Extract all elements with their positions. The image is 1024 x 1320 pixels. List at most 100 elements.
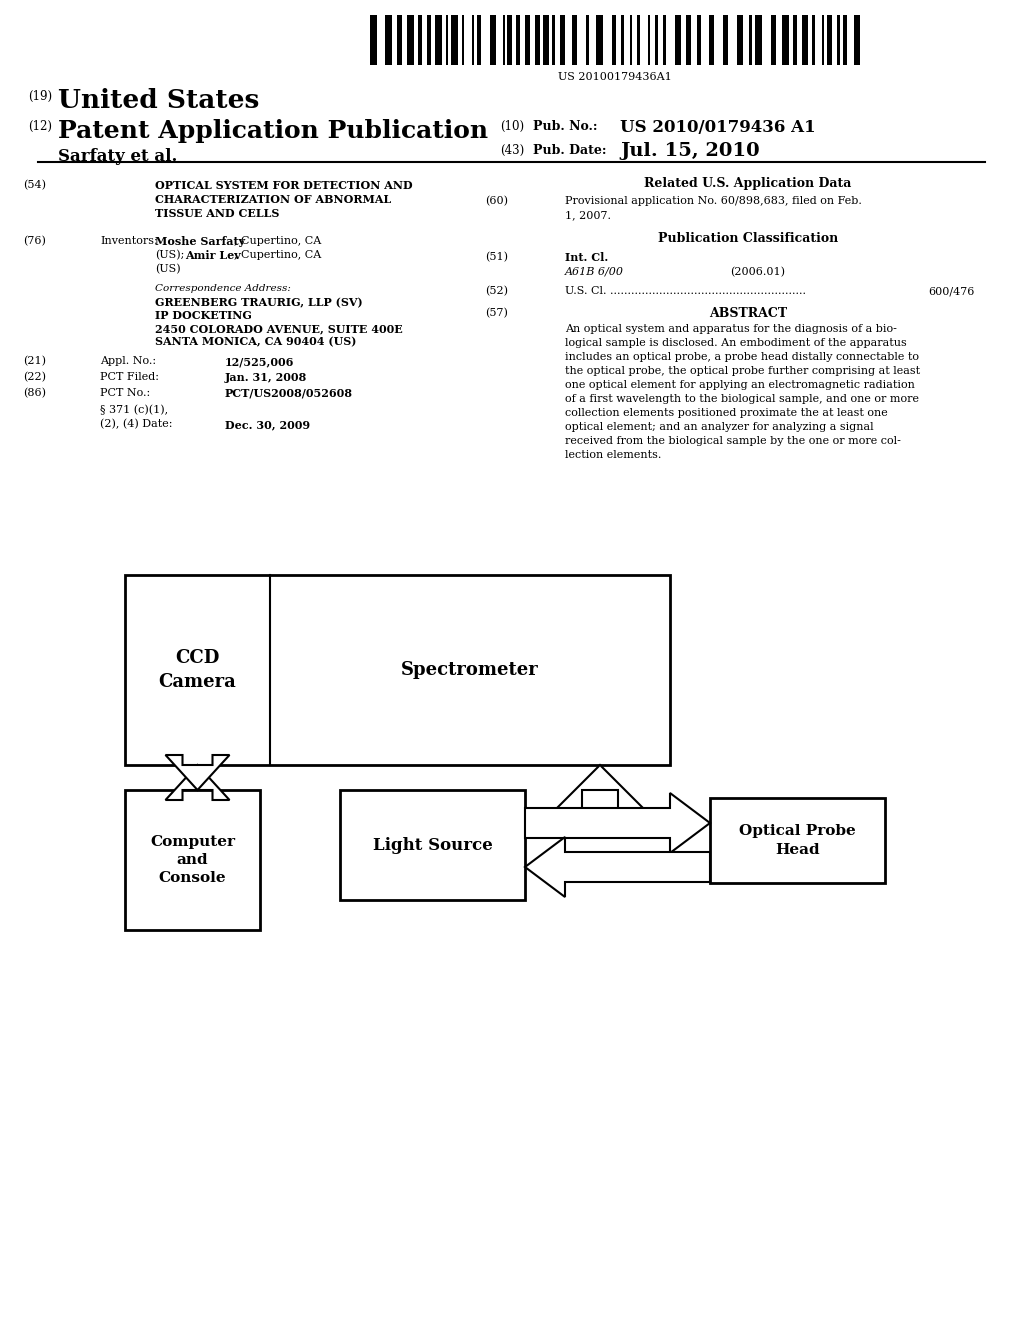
Text: of a first wavelength to the biological sample, and one or more: of a first wavelength to the biological … [565,393,919,404]
Text: Inventors:: Inventors: [100,236,158,246]
Bar [637,15,640,65]
Bar [749,15,753,65]
Bar [710,799,885,883]
Text: CCD
Camera: CCD Camera [159,649,237,690]
Bar [686,15,691,65]
Bar [525,15,530,65]
Bar [507,15,512,65]
Polygon shape [525,837,710,898]
Bar [793,15,798,65]
Text: TISSUE AND CELLS: TISSUE AND CELLS [155,209,280,219]
Bar [477,15,481,65]
Text: , Cupertino, CA: , Cupertino, CA [234,236,322,246]
Bar [385,15,392,65]
Text: Related U.S. Application Data: Related U.S. Application Data [644,177,852,190]
Text: Optical Probe
Head: Optical Probe Head [739,824,856,857]
Bar [535,15,540,65]
Bar [648,15,649,65]
Text: (US): (US) [155,264,180,275]
Text: (52): (52) [485,286,508,296]
Text: Appl. No.:: Appl. No.: [100,356,156,366]
Text: (10): (10) [500,120,524,133]
Bar [490,15,496,65]
Text: U.S. Cl. ........................................................: U.S. Cl. ...............................… [565,286,806,296]
Text: § 371 (c)(1),: § 371 (c)(1), [100,405,168,416]
Text: Sarfaty et al.: Sarfaty et al. [58,148,177,165]
Bar [516,15,520,65]
Text: SANTA MONICA, CA 90404 (US): SANTA MONICA, CA 90404 (US) [155,337,356,347]
Bar [802,15,808,65]
Text: (22): (22) [23,372,46,383]
Text: (19): (19) [28,90,52,103]
Text: (60): (60) [485,195,508,206]
Polygon shape [166,766,229,800]
Text: (76): (76) [24,236,46,247]
Text: (86): (86) [23,388,46,399]
Text: PCT Filed:: PCT Filed: [100,372,159,381]
Text: (12): (12) [28,120,52,133]
Text: , Cupertino, CA: , Cupertino, CA [234,249,322,260]
Text: OPTICAL SYSTEM FOR DETECTION AND: OPTICAL SYSTEM FOR DETECTION AND [155,180,413,191]
Bar [837,15,840,65]
Bar [709,15,714,65]
Text: GREENBERG TRAURIG, LLP (SV): GREENBERG TRAURIG, LLP (SV) [155,297,362,308]
Text: includes an optical probe, a probe head distally connectable to: includes an optical probe, a probe head … [565,352,919,362]
Bar [675,15,681,65]
Bar [560,15,565,65]
Text: PCT/US2008/052608: PCT/US2008/052608 [225,388,353,399]
Text: (57): (57) [485,308,508,318]
Text: (54): (54) [23,180,46,190]
Bar [655,15,658,65]
Text: 1, 2007.: 1, 2007. [565,210,611,220]
Text: PCT No.:: PCT No.: [100,388,151,399]
Bar [543,15,549,65]
Bar [586,15,589,65]
Text: United States: United States [58,88,259,114]
Bar [427,15,431,65]
Text: (US);: (US); [155,249,184,260]
Text: IP DOCKETING: IP DOCKETING [155,310,252,321]
Text: (2006.01): (2006.01) [730,267,785,277]
Text: ABSTRACT: ABSTRACT [709,308,787,319]
Text: optical element; and an analyzer for analyzing a signal: optical element; and an analyzer for ana… [565,422,873,432]
Text: Jul. 15, 2010: Jul. 15, 2010 [620,143,760,160]
Text: 2450 COLORADO AVENUE, SUITE 400E: 2450 COLORADO AVENUE, SUITE 400E [155,323,402,334]
Bar [737,15,743,65]
Text: (43): (43) [500,144,524,157]
Bar [340,789,525,900]
Bar [630,15,632,65]
Bar [418,15,422,65]
Bar [697,15,701,65]
Polygon shape [545,766,655,820]
Text: 600/476: 600/476 [929,286,975,296]
Text: A61B 6/00: A61B 6/00 [565,267,624,277]
Bar [451,15,458,65]
Bar [723,15,728,65]
Bar [472,15,474,65]
Text: 12/525,006: 12/525,006 [225,356,294,367]
Bar [397,15,402,65]
Text: US 2010/0179436 A1: US 2010/0179436 A1 [620,119,816,136]
Bar [782,15,788,65]
Text: lection elements.: lection elements. [565,450,662,459]
Bar [407,15,414,65]
Bar [621,15,624,65]
Text: (51): (51) [485,252,508,263]
Bar [462,15,464,65]
Bar [812,15,815,65]
Text: Pub. No.:: Pub. No.: [534,120,597,133]
Text: (2), (4) Date:: (2), (4) Date: [100,418,172,429]
Text: logical sample is disclosed. An embodiment of the apparatus: logical sample is disclosed. An embodime… [565,338,906,348]
Text: CHARACTERIZATION OF ABNORMAL: CHARACTERIZATION OF ABNORMAL [155,194,391,205]
Text: (21): (21) [23,356,46,367]
Text: Jan. 31, 2008: Jan. 31, 2008 [225,372,307,383]
Text: Moshe Sarfaty: Moshe Sarfaty [155,236,245,247]
Bar [854,15,860,65]
Text: Amir Lev: Amir Lev [185,249,241,261]
Text: Provisional application No. 60/898,683, filed on Feb.: Provisional application No. 60/898,683, … [565,195,862,206]
Text: Spectrometer: Spectrometer [401,661,539,678]
Bar [822,15,823,65]
Bar [771,15,776,65]
Text: Patent Application Publication: Patent Application Publication [58,119,488,143]
Bar [663,15,667,65]
